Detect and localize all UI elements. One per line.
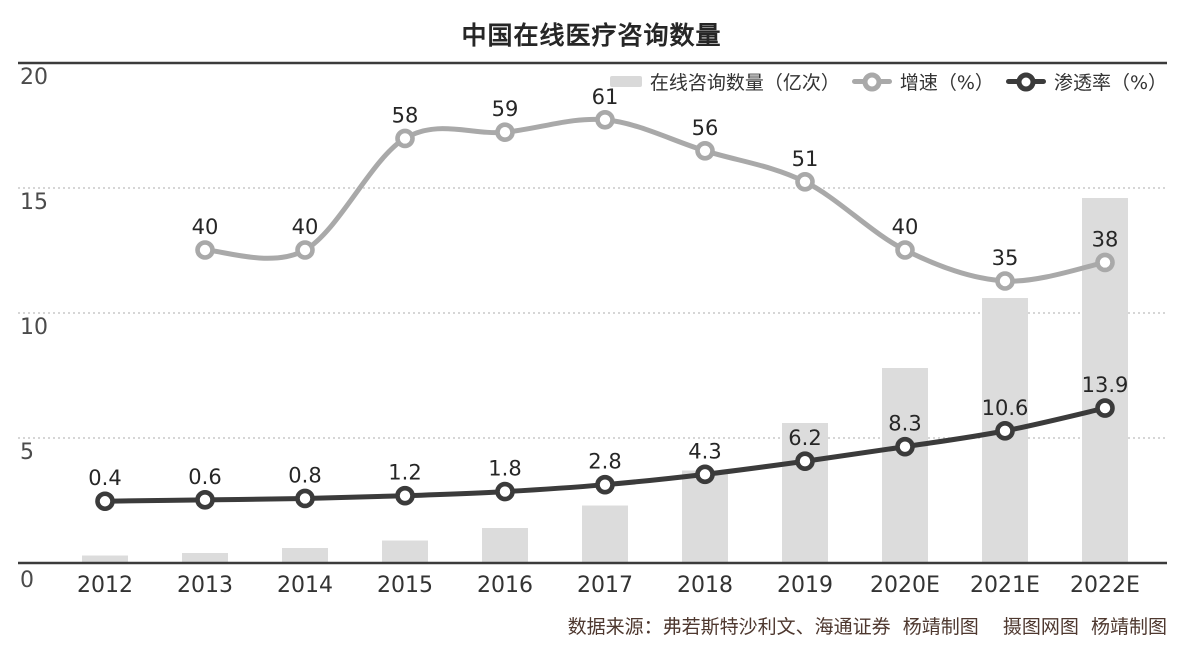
ring-icon: [1016, 72, 1036, 91]
bar-2020E: [882, 368, 928, 563]
penetration-value-label: 2.8: [588, 450, 621, 474]
legend-item-penetration: 渗透率（%）: [1005, 68, 1167, 95]
growth-marker: [195, 240, 215, 260]
penetration-marker: [195, 490, 215, 510]
x-axis-tick: 2015: [377, 573, 433, 598]
penetration-value-label: 0.6: [188, 465, 221, 489]
bar-swatch-icon: [609, 76, 642, 87]
y-axis-tick: 5: [20, 440, 34, 465]
x-axis-tick: 2016: [477, 573, 533, 598]
y-axis-tick: 15: [20, 190, 48, 215]
growth-line-marker-icon: [851, 71, 892, 93]
penetration-value-label: 6.2: [788, 426, 821, 450]
penetration-marker: [995, 421, 1015, 441]
x-axis-tick: 2013: [177, 573, 233, 598]
penetration-marker: [695, 464, 715, 485]
penetration-marker: [295, 488, 315, 509]
growth-line: [202, 116, 1108, 284]
growth-value-label: 40: [192, 215, 219, 239]
growth-value-label: 51: [792, 147, 819, 171]
bar-2018: [682, 470, 728, 563]
penetration-value-label: 8.3: [888, 412, 921, 436]
penetration-marker: [495, 481, 515, 502]
bar-2016: [482, 528, 528, 563]
penetration-marker: [595, 474, 615, 495]
legend-item-consultations: 在线咨询数量（亿次）: [609, 68, 840, 95]
growth-marker: [1095, 252, 1115, 273]
x-axis-tick: 2018: [677, 573, 733, 598]
penetration-line-marker-icon: [1005, 71, 1046, 93]
penetration-value-label: 13.9: [1082, 373, 1129, 397]
x-axis-tick: 2014: [277, 573, 333, 598]
penetration-marker: [395, 485, 415, 506]
x-axis-tick: 2012: [77, 573, 133, 598]
x-axis-tick: 2019: [777, 573, 833, 598]
y-axis-tick: 10: [20, 315, 48, 340]
penetration-value-label: 1.2: [388, 461, 421, 485]
x-axis-tick: 2021E: [970, 573, 1040, 598]
legend-item-growth: 增速（%）: [851, 68, 994, 95]
x-axis-tick: 2022E: [1070, 573, 1140, 598]
penetration-value-label: 1.8: [488, 457, 521, 481]
growth-value-label: 58: [392, 103, 419, 127]
growth-marker: [695, 141, 715, 161]
growth-value-label: 56: [692, 116, 719, 140]
bar-2017: [582, 505, 628, 563]
source-credit: 数据来源：弗若斯特沙利文、海通证券 杨靖制图 摄图网图 杨靖制图: [567, 616, 1167, 638]
y-axis-tick: 20: [20, 65, 48, 90]
chart-title: 中国在线医疗咨询数量: [461, 21, 722, 50]
bar-2012: [82, 555, 128, 563]
growth-marker: [295, 240, 315, 260]
growth-value-label: 61: [592, 85, 619, 109]
growth-marker: [595, 110, 615, 130]
legend-label-consultations: 在线咨询数量（亿次）: [649, 72, 840, 94]
growth-value-label: 35: [992, 246, 1019, 270]
growth-marker: [795, 172, 815, 192]
growth-marker: [395, 128, 415, 149]
penetration-marker: [1095, 398, 1115, 418]
growth-marker: [995, 271, 1015, 291]
growth-value-label: 40: [292, 215, 319, 239]
bar-2014: [282, 548, 328, 563]
penetration-value-label: 4.3: [688, 439, 721, 463]
y-axis-tick: 0: [20, 568, 34, 593]
x-axis-tick: 2020E: [870, 573, 940, 598]
bar-2015: [382, 540, 428, 563]
legend-label-growth: 增速（%）: [899, 72, 994, 94]
penetration-marker: [895, 436, 915, 457]
bar-2013: [182, 553, 228, 563]
penetration-value-label: 0.8: [288, 463, 321, 487]
legend-label-penetration: 渗透率（%）: [1053, 72, 1167, 94]
growth-marker: [495, 122, 515, 142]
growth-value-label: 59: [492, 97, 519, 121]
ring-icon: [862, 72, 882, 91]
penetration-value-label: 10.6: [982, 396, 1029, 420]
penetration-marker: [95, 491, 115, 512]
growth-marker: [895, 240, 915, 260]
legend: 在线咨询数量（亿次） 增速（%） 渗透率（%）: [609, 68, 1167, 95]
growth-value-label: 38: [1092, 227, 1119, 251]
penetration-value-label: 0.4: [88, 466, 121, 490]
growth-value-label: 40: [892, 215, 919, 239]
bar-2019: [782, 423, 828, 563]
penetration-marker: [795, 451, 815, 472]
x-axis-tick: 2017: [577, 573, 633, 598]
